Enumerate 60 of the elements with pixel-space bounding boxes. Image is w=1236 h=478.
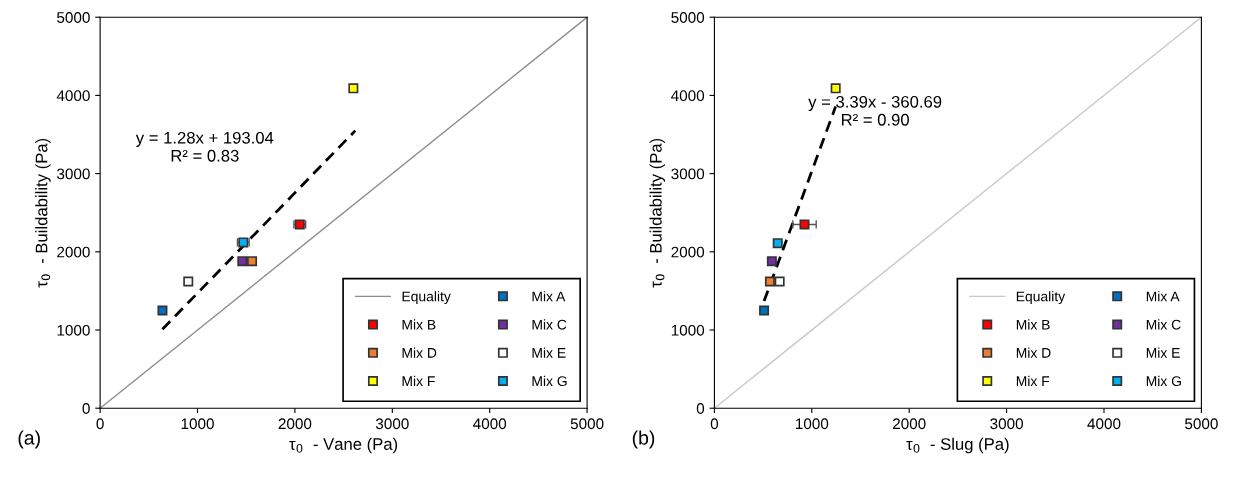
point [157,305,168,316]
y-tick-label: 4000 [671,90,705,102]
legend-label: Mix A [532,291,566,302]
legend-label: Mix E [1146,347,1180,358]
y-axis-title: τ$_{0}$ - Buildability (Pa) [649,138,666,288]
text: (b) [632,430,655,449]
legend-label: Equality [1016,291,1066,305]
x-tick-label: 1000 [181,418,214,430]
y-tick-label: 0 [696,403,705,414]
x-tick-label: 2000 [892,418,926,430]
legend-label: Mix E [532,347,566,358]
y-tick-label: 0 [82,403,90,414]
point [348,83,359,94]
x-tick-label: 3000 [990,418,1023,430]
y-tick-label: 1000 [671,324,705,336]
legend-label: Mix G [532,375,567,387]
legend-label: Mix A [1146,291,1180,302]
x-tick-label: 5000 [570,418,604,430]
x-tick-label: 5000 [1185,418,1218,430]
legend-label: Equality [402,291,451,305]
x-tick-label: 3000 [375,418,409,430]
y-tick-label: 2000 [57,246,90,258]
legend-label: Mix C [1146,319,1181,330]
y-tick-label: 2000 [671,246,705,258]
y-tick-label: 5000 [57,12,90,23]
y-tick-label: 4000 [56,90,90,102]
point [247,256,258,267]
point [759,305,770,316]
point [766,256,777,267]
legend-label: Mix D [1016,347,1051,358]
legend-label: Mix B [402,319,436,330]
legend-label: Mix F [1016,375,1050,386]
x-tick-label: 1000 [795,418,829,430]
point [764,276,775,287]
x-tick-label: 4000 [473,418,507,430]
annotation: y = 3.39x - 360.69 R² = 0.90 [808,95,942,126]
point [774,276,785,287]
y-tick-label: 5000 [671,12,705,23]
x-tick-label: 0 [96,418,104,430]
x-tick-label: 4000 [1087,418,1121,430]
text: (a) [18,430,40,449]
x-tick-label: 2000 [278,418,312,430]
y-axis-title: τ$_{0}$ - Buildability (Pa) [35,138,51,288]
legend-label: Mix B [1016,319,1050,330]
y-tick-label: 1000 [57,324,90,336]
legend-label: Mix F [402,375,435,386]
x-tick-label: 0 [710,418,719,430]
legend-label: Mix C [532,319,567,330]
legend-label: Mix D [402,347,437,358]
point [183,276,194,287]
point [237,256,248,267]
y-tick-label: 3000 [671,168,705,180]
legend-label: Mix G [1146,375,1181,387]
point [772,238,783,249]
point [830,83,841,94]
x-axis-title: τ$_{0}$ - Slug (Pa) [906,437,1009,454]
annotation: y = 1.28x + 193.04 R² = 0.83 [135,131,274,162]
point [799,219,810,230]
y-tick-label: 3000 [56,168,90,180]
x-axis-title: τ$_{0}$ - Vane (Pa) [289,437,398,454]
